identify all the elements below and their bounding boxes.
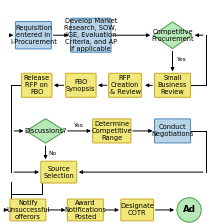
Text: Notify
Unsuccessful
offerors: Notify Unsuccessful offerors (6, 200, 50, 220)
Text: Determine
Competitive
Range: Determine Competitive Range (91, 121, 132, 141)
Text: Develop Market
Research, SOW,
IGE, Evaluation
Criteria, and AP
if applicable: Develop Market Research, SOW, IGE, Evalu… (65, 18, 117, 52)
FancyBboxPatch shape (15, 22, 51, 49)
FancyBboxPatch shape (109, 73, 141, 97)
Text: Award
Notifications
Posted: Award Notifications Posted (64, 200, 106, 220)
FancyBboxPatch shape (93, 119, 131, 143)
Text: Designate
COTR: Designate COTR (120, 203, 154, 216)
FancyBboxPatch shape (155, 73, 191, 97)
FancyBboxPatch shape (67, 199, 103, 221)
FancyBboxPatch shape (121, 199, 153, 221)
Text: No: No (49, 151, 57, 156)
FancyBboxPatch shape (155, 119, 191, 143)
Text: Small
Business
Review: Small Business Review (158, 75, 187, 95)
FancyBboxPatch shape (71, 18, 111, 52)
Polygon shape (26, 119, 65, 143)
Text: Competitive
Procurement: Competitive Procurement (151, 29, 194, 42)
Text: Ad: Ad (183, 205, 196, 214)
Text: Discussions?: Discussions? (24, 128, 67, 134)
Text: Requisition
entered in
I-Procurement: Requisition entered in I-Procurement (10, 25, 57, 45)
Text: Conduct
Negotiations: Conduct Negotiations (151, 124, 194, 137)
FancyBboxPatch shape (41, 161, 77, 183)
FancyBboxPatch shape (22, 73, 52, 97)
FancyBboxPatch shape (66, 73, 96, 97)
Text: Source
Selection: Source Selection (43, 166, 74, 179)
Text: Release
RFP on
FBO: Release RFP on FBO (24, 75, 50, 95)
FancyBboxPatch shape (10, 199, 46, 221)
Text: Yes: Yes (73, 123, 82, 128)
Text: RFP
Creation
& Review: RFP Creation & Review (110, 75, 140, 95)
Text: Yes: Yes (176, 57, 185, 62)
Circle shape (177, 198, 201, 222)
Text: FBO
Synopsis: FBO Synopsis (66, 79, 96, 92)
Polygon shape (153, 22, 192, 49)
